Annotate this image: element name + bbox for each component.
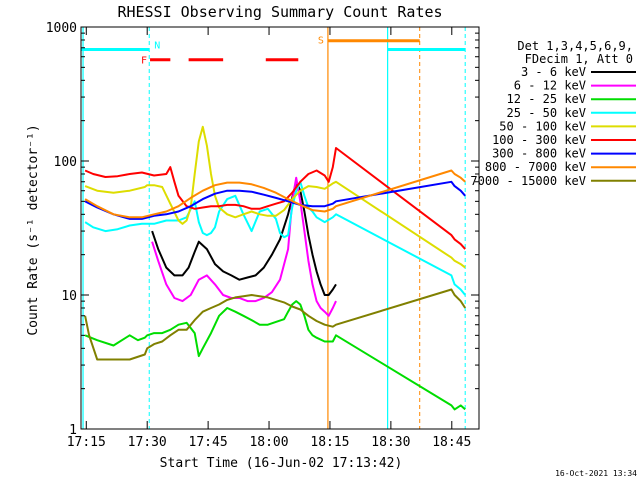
x-tick-label-2: 17:45 [189,435,228,450]
axes-group: 1 10 100 1000 17:15 17:30 17:45 18:00 18:15 18:30… [46,21,480,450]
series-line-8 [84,288,467,361]
legend-entry-0: 3 - 6 keV [521,65,586,79]
plot-background [81,27,479,429]
legend: Det 1,3,4,5,6,9,FDecim 1, Att 03 - 6 keV… [470,39,636,188]
x-tick-label-4: 18:15 [310,435,349,450]
x-tick-label-0: 17:15 [67,435,106,450]
plot-area [81,27,479,429]
y-tick-label-1: 10 [61,289,77,304]
saa-label: S [318,36,324,47]
chart-title: RHESSI Observing Summary Count Rates [117,3,442,21]
night-label: N [154,40,160,51]
series-line-6 [84,180,466,220]
y-tick-label-2: 100 [54,155,77,170]
y-tick-label-0: 1 [69,423,77,438]
orbit-annotations: N S F [81,27,466,429]
footer-date: 16-Oct-2021 13:34 [555,469,637,478]
series-line-0 [151,180,337,296]
plot-frame [80,26,480,430]
legend-entry-2: 12 - 25 keV [507,92,586,106]
x-tick-label-6: 18:45 [432,435,471,450]
legend-entry-3: 25 - 50 keV [507,106,586,120]
legend-entry-1: 6 - 12 keV [514,79,586,93]
series-line-1 [151,176,337,317]
series-line-2 [84,300,466,411]
x-tick-label-1: 17:30 [128,435,167,450]
legend-entry-5: 100 - 300 keV [492,133,586,147]
legend-entry-8: 7000 - 15000 keV [470,174,586,188]
series-line-7 [84,169,466,219]
x-tick-label-3: 18:00 [249,435,288,450]
series-line-3 [84,180,466,296]
x-tick-label-5: 18:30 [371,435,410,450]
x-axis-label: Start Time (16-Jun-02 17:13:42) [160,456,403,471]
legend-entry-4: 50 - 100 keV [499,119,586,133]
flare-label: F [141,56,147,67]
legend-entry-6: 300 - 800 keV [492,147,586,161]
legend-header-0: Det 1,3,4,5,6,9, [517,39,633,53]
legend-header-1: FDecim 1, Att 0 [525,52,633,66]
y-axis-label: Count Rate (s⁻¹ detector⁻¹) [26,124,41,335]
series-group [84,125,467,411]
legend-entry-7: 800 - 7000 keV [485,160,586,174]
y-tick-label-3: 1000 [46,21,77,36]
series-line-4 [84,125,466,269]
series-line-5 [84,147,466,250]
